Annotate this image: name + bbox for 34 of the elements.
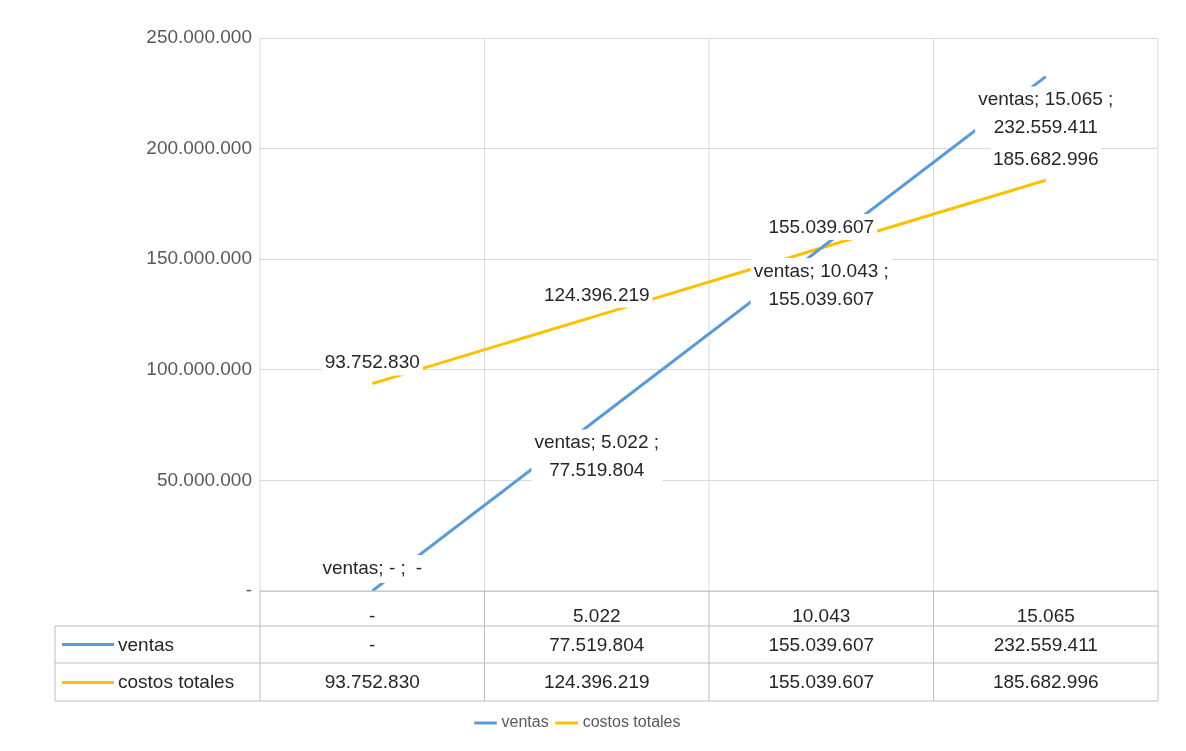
text: 77.519.804 <box>549 459 645 481</box>
y-tick-label: 200.000.000 <box>146 136 252 158</box>
y-tick-label: 100.000.000 <box>146 358 252 380</box>
data-label: 77.519.804 <box>548 633 646 655</box>
x-tick-label: - <box>369 604 376 626</box>
y-tick-label: - <box>245 579 252 601</box>
legend-label: costos totales <box>118 671 235 692</box>
text: 93.752.830 <box>324 351 420 373</box>
x-tick-label: 5.022 <box>572 604 621 626</box>
text: 232.559.411 <box>993 116 1098 138</box>
y-tick-label: 150.000.000 <box>146 247 252 269</box>
data-label: 93.752.830 <box>323 671 421 692</box>
text: 185.682.996 <box>992 148 1099 169</box>
annotation: ventas; 5.022 ; <box>534 431 660 453</box>
text: 155.039.607 <box>768 287 875 309</box>
annotation: ventas; - ; <box>322 556 406 578</box>
x-tick-label: 10.043 <box>792 604 851 626</box>
text: 124.396.219 <box>543 283 650 305</box>
data-label: 155.039.607 <box>767 633 876 655</box>
y-tick-label: 250.000.000 <box>146 26 252 48</box>
text: - <box>415 556 423 578</box>
data-label: 185.682.996 <box>991 671 1100 692</box>
annotation: ventas; 15.065 ; <box>978 88 1114 110</box>
text: costos totales <box>582 713 681 731</box>
data-label: 155.039.607 <box>767 671 876 692</box>
data-label: - <box>368 633 377 655</box>
x-tick-label: 15.065 <box>1016 604 1075 626</box>
text: ventas <box>118 633 174 655</box>
y-tick-label: 50.000.000 <box>156 468 252 490</box>
data-label: 232.559.411 <box>992 633 1099 655</box>
data-label: 124.396.219 <box>542 671 651 692</box>
annotation: ventas; 10.043 ; <box>753 259 889 281</box>
legend-label: ventas <box>501 713 549 731</box>
text: 155.039.607 <box>768 215 875 237</box>
